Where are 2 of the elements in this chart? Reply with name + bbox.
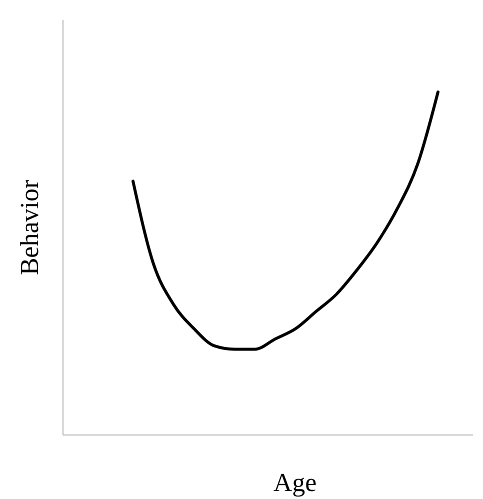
x-axis-title: Age (273, 468, 317, 497)
y-axis-title: Behavior (15, 180, 44, 276)
